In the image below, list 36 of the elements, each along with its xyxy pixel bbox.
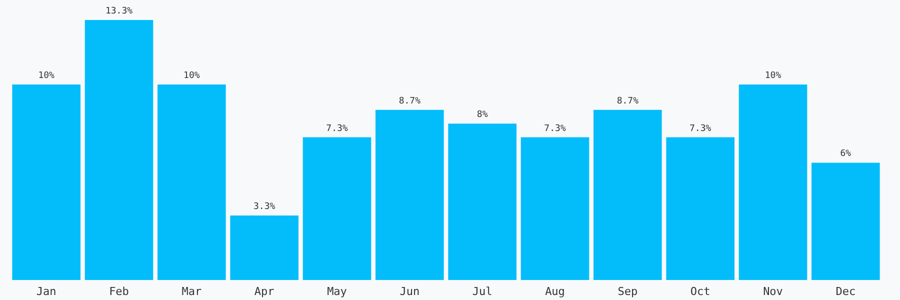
data-label: 3.3% xyxy=(253,202,276,212)
bar xyxy=(738,84,808,280)
x-tick-label: Aug xyxy=(545,285,565,298)
bar xyxy=(448,124,516,280)
x-tick-label: Jul xyxy=(472,285,492,298)
bar xyxy=(84,20,154,280)
data-label: 10% xyxy=(38,71,56,82)
bar xyxy=(158,84,226,280)
bar xyxy=(302,137,372,280)
bar xyxy=(520,137,590,280)
data-label: 7.3% xyxy=(326,124,348,134)
x-tick-label: Apr xyxy=(254,285,275,298)
bar xyxy=(230,215,298,280)
x-tick-label: Oct xyxy=(690,285,710,298)
x-tick-label: Jun xyxy=(400,285,420,298)
data-label: 7.3% xyxy=(689,124,712,134)
bar xyxy=(376,110,444,280)
data-label: 10% xyxy=(764,71,782,82)
x-tick-label: Jan xyxy=(36,285,56,298)
data-label: 13.3% xyxy=(105,6,134,16)
x-tick-label: May xyxy=(327,285,348,298)
data-label: 6% xyxy=(840,149,852,160)
x-tick-label: Feb xyxy=(109,285,129,298)
bar xyxy=(812,162,880,280)
data-label: 8% xyxy=(476,110,488,120)
x-tick-label: Nov xyxy=(763,285,784,298)
data-label: 7.3% xyxy=(544,124,566,134)
x-tick-label: Dec xyxy=(836,285,856,298)
bar xyxy=(666,137,734,280)
data-label: 10% xyxy=(184,71,200,82)
data-label: 8.7% xyxy=(616,96,640,106)
x-tick-label: Sep xyxy=(618,285,638,298)
bar xyxy=(594,110,662,280)
data-label: 8.7% xyxy=(398,96,422,106)
bar xyxy=(12,84,80,280)
x-tick-label: Mar xyxy=(182,285,202,298)
